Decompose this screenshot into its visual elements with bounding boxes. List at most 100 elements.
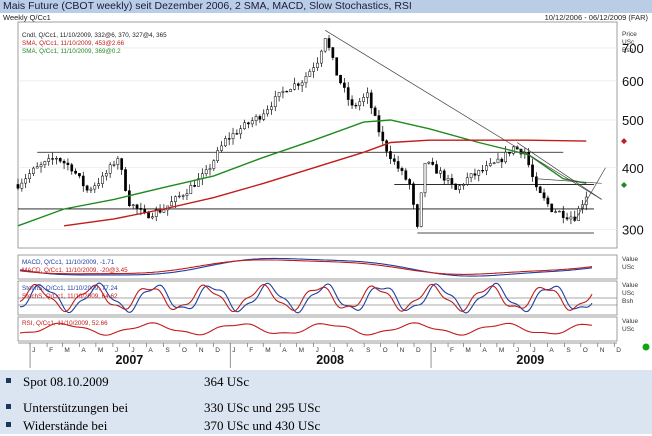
candle-body bbox=[415, 204, 419, 227]
bullet-icon bbox=[6, 378, 11, 383]
candle-body bbox=[538, 186, 542, 193]
month-label: O bbox=[182, 347, 187, 354]
month-label: A bbox=[282, 347, 287, 354]
price-unit-label: USc bbox=[622, 39, 635, 46]
candle-body bbox=[488, 163, 492, 166]
price-unit-label: Price bbox=[622, 31, 637, 38]
candle-body bbox=[565, 217, 569, 220]
horizontal-levels bbox=[18, 151, 594, 234]
panel-axis-label: Value bbox=[622, 256, 639, 263]
candle-body bbox=[558, 210, 561, 213]
price-marker-icon bbox=[621, 182, 627, 189]
month-label: A bbox=[81, 347, 86, 354]
candle-body bbox=[435, 164, 438, 174]
candle-body bbox=[254, 116, 258, 122]
legend-entry: RSI, Q/Cc1, 11/10/2009, 52.66 bbox=[22, 320, 108, 327]
legend-entry: StochS, Q/Cc1, 11/10/2009, 64.62 bbox=[22, 293, 118, 300]
legend-entry: MACD, Q/Cc1, 11/10/2009, -20@3.45 bbox=[22, 267, 128, 274]
spot-label: Spot 08.10.2009 bbox=[23, 374, 109, 389]
candle-body bbox=[204, 169, 208, 175]
candle-body bbox=[81, 175, 85, 187]
candle-body bbox=[339, 75, 342, 84]
date-range-caption: 10/12/2006 - 06/12/2009 (FAR) bbox=[544, 13, 648, 22]
candle-body bbox=[535, 176, 538, 188]
candle-body bbox=[389, 151, 392, 160]
month-label: F bbox=[450, 347, 454, 354]
candle-body bbox=[296, 83, 300, 86]
candle-body bbox=[128, 190, 131, 206]
candle-body bbox=[212, 160, 216, 169]
candle-body bbox=[277, 92, 281, 97]
candle-body bbox=[62, 160, 66, 164]
candle-body bbox=[504, 151, 507, 163]
candle-body bbox=[231, 133, 235, 139]
rsi-panel-frame bbox=[17, 316, 618, 342]
candle-body bbox=[431, 161, 435, 165]
candle-body bbox=[477, 169, 481, 176]
candle-body bbox=[542, 192, 546, 199]
candle-body bbox=[396, 161, 400, 169]
price-panel-frame bbox=[17, 21, 618, 249]
candle-body bbox=[423, 162, 427, 194]
candle-body bbox=[197, 178, 200, 187]
candle-body bbox=[250, 120, 254, 125]
candle-body bbox=[458, 185, 461, 190]
candle-body bbox=[469, 173, 473, 179]
month-label: S bbox=[165, 347, 170, 354]
time-axis: J F M A M J J A S O N D J F M A M J J A S O N D J F M A M J J A S O N D 2007… bbox=[18, 342, 621, 368]
candle-body bbox=[24, 178, 28, 184]
candle-body bbox=[208, 168, 212, 171]
candle-body bbox=[319, 50, 323, 64]
candle-body bbox=[189, 185, 193, 194]
candle-body bbox=[412, 183, 415, 205]
month-label: M bbox=[299, 347, 304, 354]
candle-body bbox=[235, 133, 239, 135]
candle-body bbox=[581, 204, 584, 209]
candle-body bbox=[66, 162, 70, 165]
candle-body bbox=[450, 178, 454, 185]
candle-body bbox=[400, 168, 404, 171]
candle-body bbox=[28, 173, 31, 179]
candle-body bbox=[270, 106, 273, 110]
price-tick-label: 600 bbox=[622, 74, 644, 89]
candle-body bbox=[316, 62, 319, 68]
trendlines bbox=[324, 29, 627, 222]
candle-body bbox=[108, 164, 112, 174]
price-tick-label: 500 bbox=[622, 113, 644, 128]
legend-entry: SMA, Q/Cc1, 11/10/2009, 453@2.66 bbox=[22, 40, 125, 47]
candle-body bbox=[385, 140, 388, 152]
month-label: N bbox=[600, 347, 605, 354]
month-label: M bbox=[265, 347, 270, 354]
candle-body bbox=[193, 185, 196, 187]
month-label: D bbox=[416, 347, 421, 354]
month-label: D bbox=[215, 347, 220, 354]
candle-body bbox=[304, 76, 308, 84]
candle-body bbox=[93, 185, 97, 190]
candle-body bbox=[220, 145, 223, 151]
candle-body bbox=[289, 89, 292, 92]
macd-line bbox=[19, 257, 593, 277]
support-label: Unterstützungen bei bbox=[23, 400, 129, 415]
month-label: J bbox=[332, 347, 335, 354]
candle-body bbox=[39, 164, 43, 167]
price-tick-label: 300 bbox=[622, 222, 644, 237]
candle-body bbox=[273, 96, 277, 107]
month-label: J bbox=[433, 347, 436, 354]
rsi-line bbox=[19, 322, 593, 336]
candle-body bbox=[331, 47, 335, 58]
candle-body bbox=[35, 166, 39, 169]
candle-body bbox=[312, 67, 316, 72]
candle-body bbox=[554, 211, 557, 213]
candle-body bbox=[300, 82, 304, 86]
legend-entry: StochS, Q/Cc1, 11/10/2009, 77.24 bbox=[22, 285, 118, 292]
candle-body bbox=[408, 179, 412, 185]
bullet-icon bbox=[6, 422, 11, 427]
price-axis: 300400500600700PriceUScBshValueUScValueU… bbox=[622, 31, 644, 333]
candle-body bbox=[496, 158, 500, 164]
candle-body bbox=[20, 182, 24, 189]
candle-body bbox=[151, 216, 154, 219]
trendline bbox=[324, 29, 602, 200]
price-tick-label: 400 bbox=[622, 161, 644, 176]
spot-row: Spot 08.10.2009 364 USc bbox=[0, 372, 652, 392]
candle-body bbox=[327, 38, 331, 48]
